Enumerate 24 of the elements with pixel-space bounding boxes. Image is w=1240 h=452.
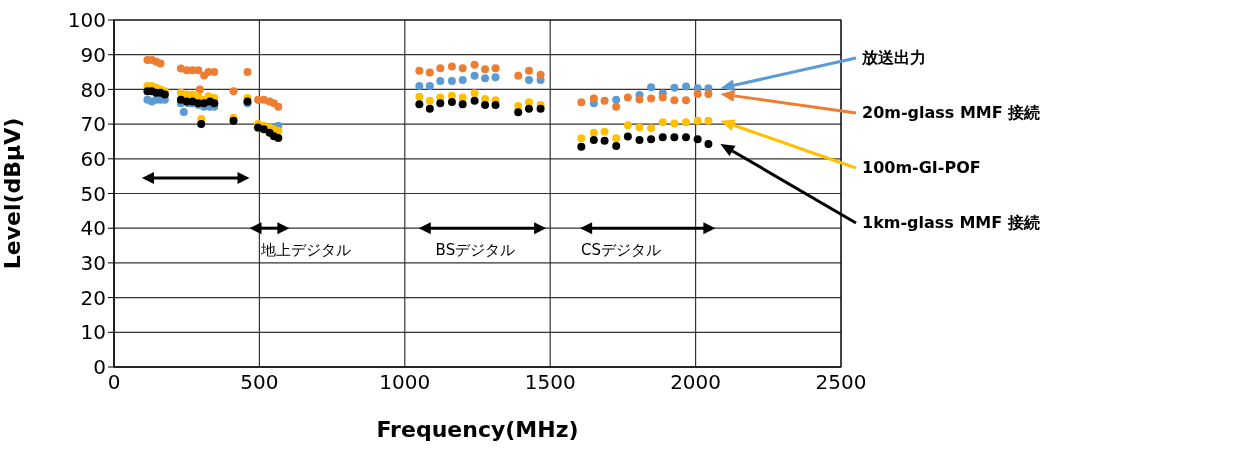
x-tick-label: 2500 — [815, 370, 867, 395]
x-tick-label: 2000 — [670, 370, 722, 395]
text: 放送出力 — [861, 47, 926, 67]
y-axis-title: Level(dBμV) — [0, 117, 25, 270]
y-tick-label: 40 — [80, 216, 106, 241]
x-tick-label: 1000 — [379, 370, 431, 395]
y-tick-label: 30 — [80, 251, 106, 275]
y-tick-label: 20 — [80, 285, 106, 310]
y-tick-label: 50 — [80, 181, 106, 206]
annotation: CSデジタル — [581, 240, 662, 259]
annotation: BSデジタル — [435, 240, 516, 259]
x-tick-label: 500 — [240, 370, 279, 395]
y-tick-label: 70 — [80, 112, 106, 137]
x-tick-label: 1500 — [524, 370, 576, 395]
text: 20m-glass MMF 接続 — [862, 102, 1041, 122]
x-axis-title: Frequency(MHz) — [376, 417, 579, 442]
annotation: 地上デジタル — [260, 240, 352, 259]
text: 100m-GI-POF — [862, 157, 981, 177]
y-tick-label: 100 — [67, 8, 106, 33]
y-tick-label: 90 — [80, 42, 106, 67]
y-tick-label: 60 — [80, 146, 106, 171]
y-tick-label: 10 — [80, 320, 106, 345]
y-tick-label: 80 — [80, 77, 106, 102]
text: 1km-glass MMF 接続 — [862, 212, 1040, 232]
